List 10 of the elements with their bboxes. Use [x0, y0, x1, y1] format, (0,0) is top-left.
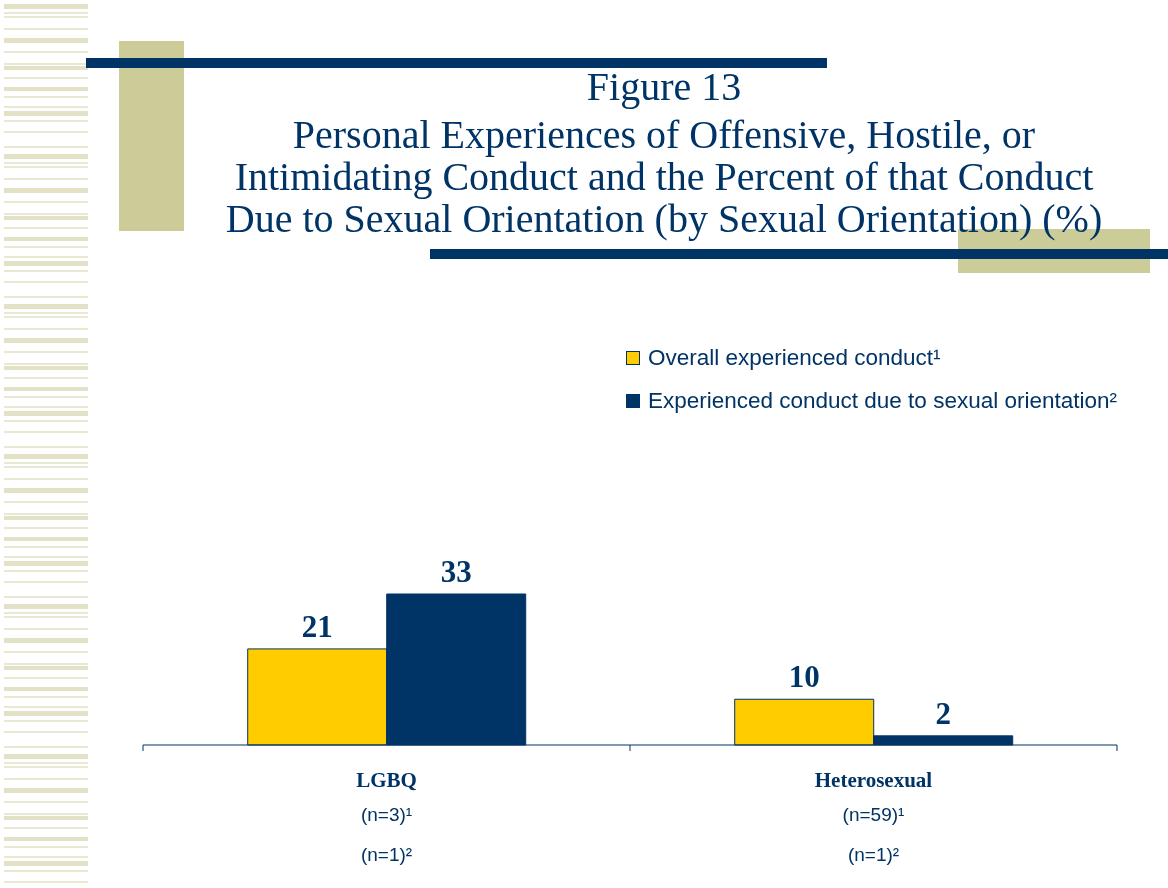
x-tick-label: Heterosexual (n=59)¹ (n=1)² — [814, 768, 933, 865]
data-label: 21 — [301, 608, 333, 644]
data-label: 2 — [935, 695, 951, 731]
legend-label: Overall experienced conduct¹ — [647, 344, 941, 371]
chart-subtitle: Personal Experiences of Offensive, Hostile, or Intimidating Conduct and the Percent of that Conduct Due to Sexual Orientation (by Sexual Orientation) (%) — [224, 112, 1104, 241]
data-label: 10 — [788, 659, 820, 695]
legend-label: Experienced conduct due to sexual orientation² — [647, 387, 1117, 414]
data-label: 33 — [440, 554, 472, 589]
chart-title: Figure 13 — [585, 64, 743, 109]
x-tick-label: LGBQ (n=3)¹ (n=1)² — [356, 768, 417, 865]
